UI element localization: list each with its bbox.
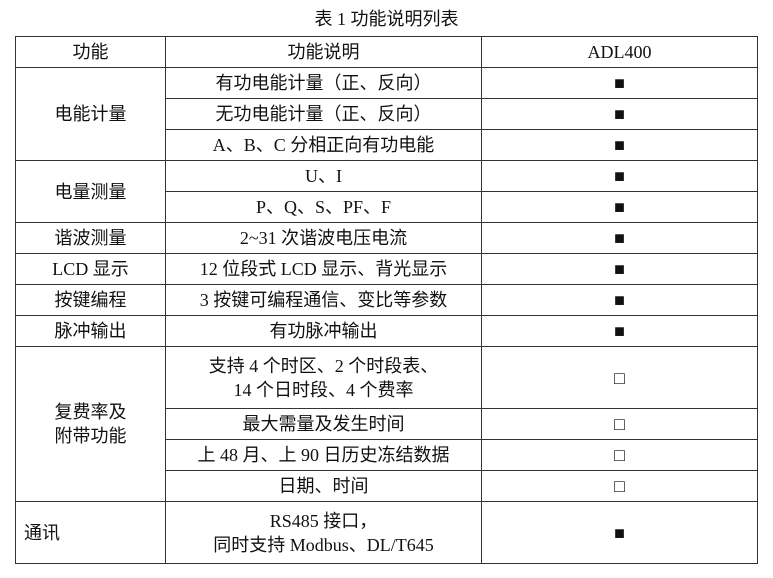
group-name: 脉冲输出 — [15, 315, 166, 347]
function-table: 功能 功能说明 ADL400 电能计量 有功电能计量（正、反向） ■ 无功电能计… — [15, 36, 758, 564]
group-name-line: 附带功能 — [54, 426, 127, 446]
table-row: 通讯 RS485 接口， 同时支持 Modbus、DL/T645 ■ — [15, 501, 758, 564]
empty-square-icon: □ — [481, 408, 758, 440]
header-row: 功能 功能说明 ADL400 — [15, 36, 758, 68]
filled-square-icon: ■ — [481, 222, 758, 254]
table-row: 按键编程 3 按键可编程通信、变比等参数 ■ — [15, 284, 758, 316]
group-name: 谐波测量 — [15, 222, 166, 254]
group-name: 电能计量 — [15, 67, 166, 161]
table-row: 电能计量 有功电能计量（正、反向） ■ — [15, 67, 758, 161]
header-function: 功能 — [15, 36, 166, 68]
empty-square-icon: □ — [481, 439, 758, 471]
table-row: 电量测量 U、I ■ — [15, 160, 758, 223]
table-row: 谐波测量 2~31 次谐波电压电流 ■ — [15, 222, 758, 254]
group-name: LCD 显示 — [15, 253, 166, 285]
header-model: ADL400 — [481, 36, 758, 68]
description: 12 位段式 LCD 显示、背光显示 — [165, 253, 482, 285]
group-name: 复费率及 附带功能 — [15, 346, 166, 502]
description: 3 按键可编程通信、变比等参数 — [165, 284, 482, 316]
description: 支持 4 个时区、2 个时段表、 14 个日时段、4 个费率 — [165, 346, 482, 409]
header-description: 功能说明 — [165, 36, 482, 68]
group-name-line: 复费率及 — [54, 402, 127, 422]
filled-square-icon: ■ — [481, 129, 758, 161]
filled-square-icon: ■ — [481, 98, 758, 130]
description: 日期、时间 — [165, 470, 482, 502]
description: A、B、C 分相正向有功电能 — [165, 129, 482, 161]
filled-square-icon: ■ — [481, 501, 758, 564]
filled-square-icon: ■ — [481, 315, 758, 347]
description-line: 同时支持 Modbus、DL/T645 — [213, 534, 434, 555]
empty-square-icon: □ — [481, 470, 758, 502]
description: 上 48 月、上 90 日历史冻结数据 — [165, 439, 482, 471]
description: P、Q、S、PF、F — [165, 191, 482, 223]
table-row: 无功电能计量（正、反向） ■ — [16, 98, 758, 130]
filled-square-icon: ■ — [481, 284, 758, 316]
description: RS485 接口， 同时支持 Modbus、DL/T645 — [165, 501, 482, 564]
group-name: 通讯 — [15, 501, 166, 564]
table-row: LCD 显示 12 位段式 LCD 显示、背光显示 ■ — [15, 253, 758, 285]
table-row: P、Q、S、PF、F ■ — [16, 191, 758, 223]
table-row: 上 48 月、上 90 日历史冻结数据 □ — [16, 439, 758, 471]
group-name: 电量测量 — [15, 160, 166, 223]
description: U、I — [165, 160, 482, 192]
description: 有功脉冲输出 — [165, 315, 482, 347]
description: 2~31 次谐波电压电流 — [165, 222, 482, 254]
description-line: 支持 4 个时区、2 个时段表、 — [208, 355, 439, 376]
table-caption: 表 1 功能说明列表 — [314, 9, 459, 29]
table-row: 脉冲输出 有功脉冲输出 ■ — [15, 315, 758, 347]
filled-square-icon: ■ — [481, 67, 758, 99]
filled-square-icon: ■ — [481, 191, 758, 223]
group-name: 按键编程 — [15, 284, 166, 316]
description-line: RS485 接口， — [269, 510, 378, 531]
table-row: 复费率及 附带功能 支持 4 个时区、2 个时段表、 14 个日时段、4 个费率… — [15, 346, 758, 502]
description: 最大需量及发生时间 — [165, 408, 482, 440]
empty-square-icon: □ — [481, 346, 758, 409]
description: 无功电能计量（正、反向） — [165, 98, 482, 130]
filled-square-icon: ■ — [481, 160, 758, 192]
filled-square-icon: ■ — [481, 253, 758, 285]
description: 有功电能计量（正、反向） — [165, 67, 482, 99]
description-line: 14 个日时段、4 个费率 — [233, 379, 414, 400]
